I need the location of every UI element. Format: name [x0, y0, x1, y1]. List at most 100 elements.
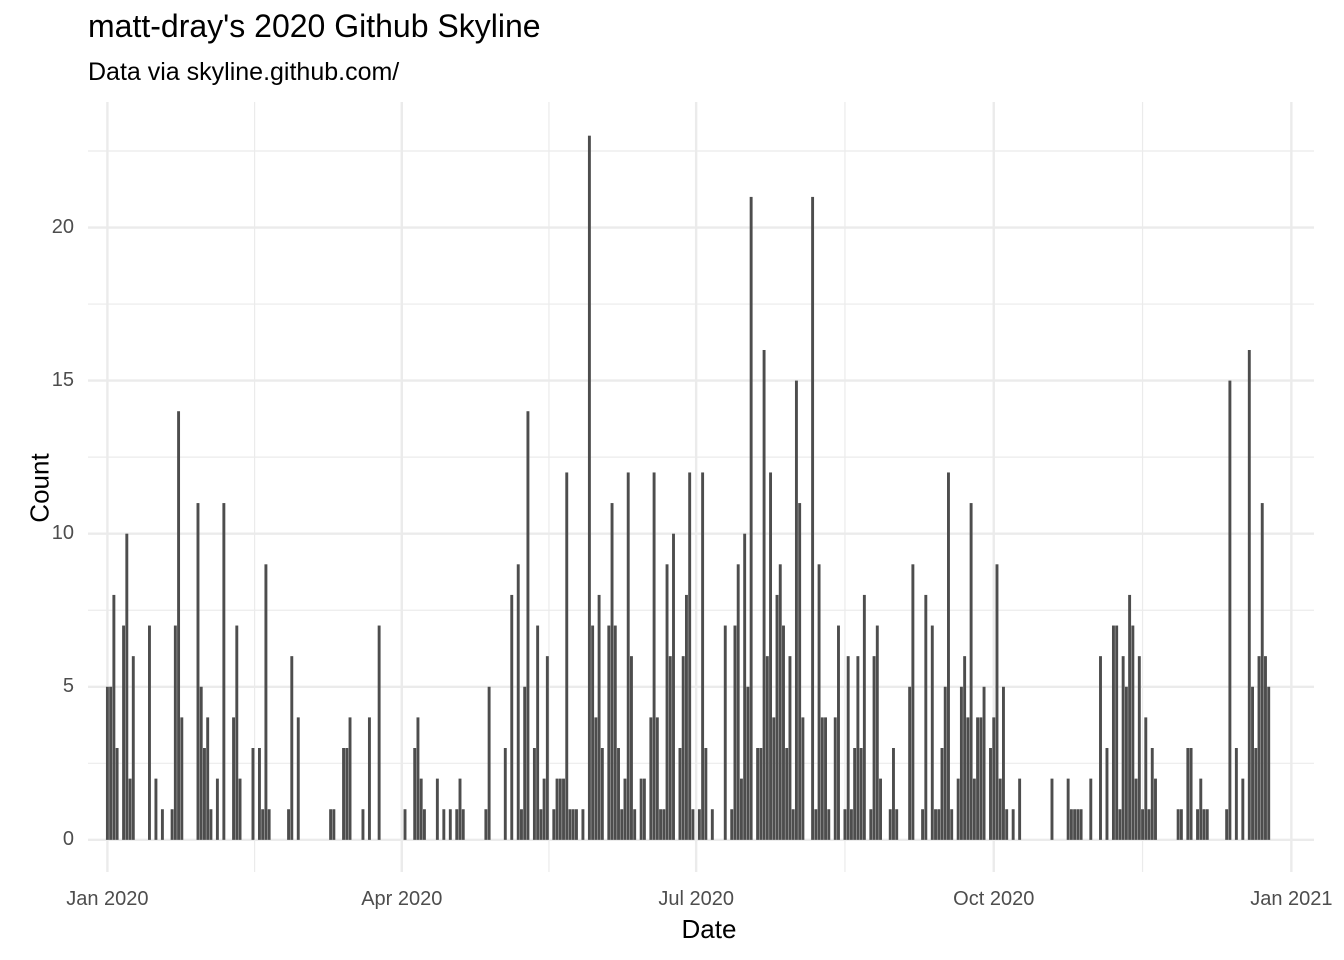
bar [1267, 686, 1271, 840]
bar [736, 564, 740, 840]
x-tick-label: Apr 2020 [361, 888, 442, 910]
bar [238, 778, 242, 840]
bar [626, 472, 630, 840]
bar [862, 594, 866, 840]
bar [659, 809, 663, 840]
bar [617, 748, 620, 840]
bar [562, 778, 565, 840]
bar [342, 748, 346, 840]
bar [785, 748, 789, 840]
y-tick-label: 10 [52, 522, 74, 544]
bar-series [105, 135, 1271, 840]
bar [1241, 778, 1245, 840]
bar [956, 778, 960, 840]
y-tick-label: 15 [52, 369, 74, 391]
bar [934, 809, 937, 840]
bar [215, 778, 219, 840]
bar [1011, 809, 1015, 840]
x-tick-label: Jan 2021 [1250, 888, 1332, 910]
bar [746, 686, 750, 840]
bar [1066, 778, 1070, 840]
bar [820, 717, 824, 840]
bar [555, 778, 559, 840]
bar [778, 564, 782, 840]
bar [921, 809, 925, 840]
bar [1247, 349, 1251, 840]
bar [177, 411, 181, 840]
bar [833, 717, 837, 840]
y-tick-label: 0 [63, 828, 74, 850]
bar [1264, 656, 1267, 840]
bar [448, 809, 452, 840]
bar [222, 503, 226, 840]
bar [817, 564, 821, 840]
bar [1141, 809, 1145, 840]
bar [749, 196, 753, 840]
bar [856, 656, 860, 840]
bar [739, 778, 743, 840]
bar [1196, 809, 1200, 840]
bar [710, 809, 714, 840]
bar [794, 380, 798, 840]
bar [345, 748, 349, 840]
bar [691, 809, 695, 840]
bar [112, 594, 116, 840]
bar [743, 533, 747, 840]
bar [620, 809, 624, 840]
bar [1105, 748, 1109, 840]
x-tick-label: Jan 2020 [66, 888, 148, 910]
bar [591, 625, 595, 840]
bar [629, 656, 633, 840]
bar [1179, 809, 1183, 840]
x-axis-label: Date [681, 914, 737, 944]
bar [1137, 656, 1141, 840]
bar [1251, 686, 1254, 840]
bar [976, 717, 980, 840]
bar [992, 717, 996, 840]
bar [1005, 809, 1009, 840]
bar [160, 809, 164, 840]
bar [545, 656, 549, 840]
bar [697, 809, 701, 840]
bar [655, 717, 659, 840]
bar [1254, 748, 1258, 840]
bar [769, 472, 773, 840]
bar [733, 625, 737, 840]
bar [1099, 656, 1102, 840]
bar [688, 472, 692, 840]
bar [1002, 686, 1005, 840]
bar [532, 748, 536, 840]
bar [128, 778, 132, 840]
bar [416, 717, 420, 840]
bar [950, 809, 954, 840]
bar [943, 686, 947, 840]
bar [1050, 778, 1054, 840]
bar [261, 809, 265, 840]
bar [1089, 778, 1093, 840]
bar [600, 748, 604, 840]
bar [503, 748, 507, 840]
bar [1131, 625, 1135, 840]
bar [995, 564, 999, 840]
bar [843, 809, 847, 840]
bar [895, 809, 899, 840]
bar [859, 748, 863, 840]
bar [1128, 594, 1132, 840]
bar [837, 625, 840, 840]
bar [296, 717, 300, 840]
bar [257, 748, 261, 840]
bar [607, 625, 611, 840]
bar [209, 809, 213, 840]
bar [1202, 809, 1206, 840]
bar [982, 686, 986, 840]
bar [1076, 809, 1080, 840]
bar [649, 717, 653, 840]
bar [1234, 748, 1238, 840]
bar [684, 594, 688, 840]
bar [1150, 748, 1154, 840]
bar [613, 625, 617, 840]
bar [552, 809, 556, 840]
bar [1134, 778, 1138, 840]
bar [639, 778, 643, 840]
